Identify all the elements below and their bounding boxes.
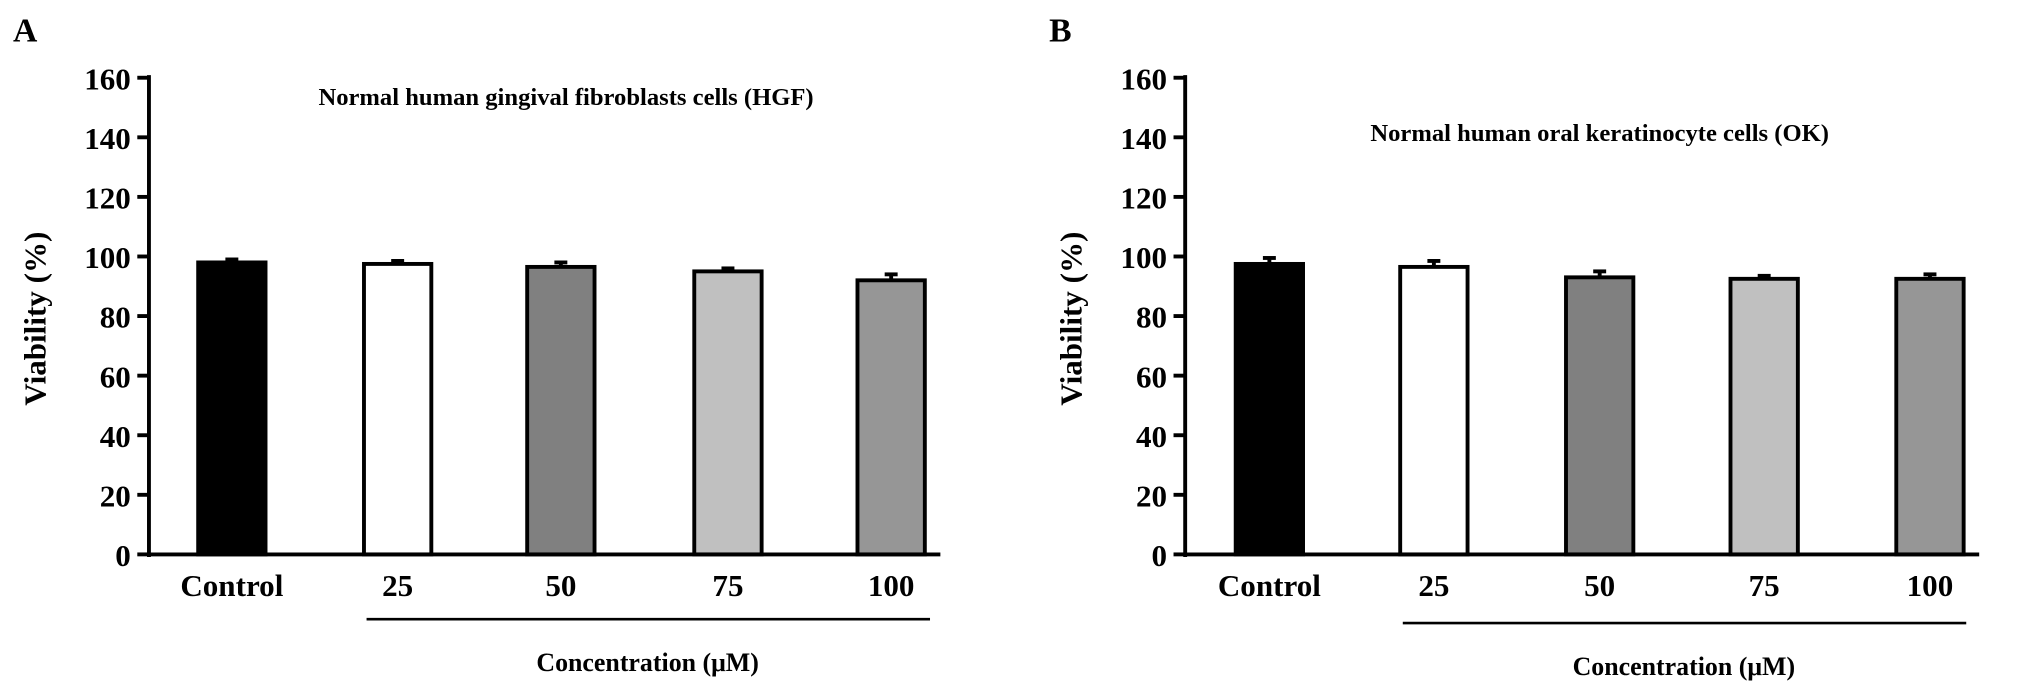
y-tick-label: 80 bbox=[1136, 300, 1167, 335]
panel-B: B Normal human oral keratinocyte cells (O… bbox=[1049, 12, 1980, 681]
panel-label: B bbox=[1049, 12, 1071, 49]
bar-75 bbox=[1728, 276, 1800, 557]
x-tick-label: 75 bbox=[1749, 568, 1780, 603]
x-tick-label: 100 bbox=[868, 568, 915, 603]
y-tick-label: 120 bbox=[84, 181, 131, 216]
y-tick-label: 100 bbox=[84, 240, 131, 275]
bar-50 bbox=[1564, 275, 1636, 557]
chart-title: Normal human oral keratinocyte cells (OK… bbox=[1370, 120, 1829, 147]
y-tick-label: 40 bbox=[1136, 419, 1167, 454]
y-tick-label: 40 bbox=[100, 419, 131, 454]
y-tick-label: 100 bbox=[1120, 240, 1167, 275]
panel-label: A bbox=[13, 12, 38, 49]
x-tick-label: Control bbox=[180, 568, 283, 603]
y-tick-label: 0 bbox=[115, 538, 131, 573]
y-tick-label: 140 bbox=[1120, 121, 1167, 156]
y-tick-label: 120 bbox=[1120, 181, 1167, 216]
y-tick-label: 160 bbox=[84, 61, 131, 96]
x-tick-label: 25 bbox=[1418, 568, 1449, 603]
bar-25 bbox=[362, 261, 434, 557]
bar-25 bbox=[1398, 264, 1470, 557]
y-tick-label: 140 bbox=[84, 121, 131, 156]
y-tick-label: 60 bbox=[1136, 359, 1167, 394]
y-tick-label: 160 bbox=[1120, 61, 1167, 96]
bar-75 bbox=[692, 269, 764, 557]
x-axis-label: Concentration (μM) bbox=[536, 648, 758, 677]
y-tick-label: 80 bbox=[100, 300, 131, 335]
x-tick-label: 50 bbox=[1584, 568, 1615, 603]
x-tick-label: 100 bbox=[1907, 568, 1954, 603]
chart-title: Normal human gingival fibroblasts cells … bbox=[318, 84, 813, 111]
y-tick-label: 20 bbox=[100, 478, 131, 513]
bar-Control bbox=[196, 260, 268, 557]
panel-A: A Normal human gingival fibroblasts cells… bbox=[13, 12, 941, 677]
y-tick-label: 60 bbox=[100, 359, 131, 394]
x-tick-label: 75 bbox=[712, 568, 743, 603]
x-tick-label: 50 bbox=[545, 568, 576, 603]
bar-50 bbox=[525, 264, 597, 557]
bar-100 bbox=[855, 278, 927, 557]
y-tick-label: 0 bbox=[1152, 538, 1168, 573]
y-tick-label: 20 bbox=[1136, 478, 1167, 513]
bar-Control bbox=[1233, 261, 1305, 557]
y-axis-label: Viability (%) bbox=[1054, 232, 1089, 406]
x-tick-label: 25 bbox=[382, 568, 413, 603]
x-tick-label: Control bbox=[1218, 568, 1321, 603]
x-axis-label: Concentration (μM) bbox=[1573, 652, 1795, 681]
y-axis-label: Viability (%) bbox=[17, 232, 52, 406]
bar-100 bbox=[1894, 276, 1966, 557]
